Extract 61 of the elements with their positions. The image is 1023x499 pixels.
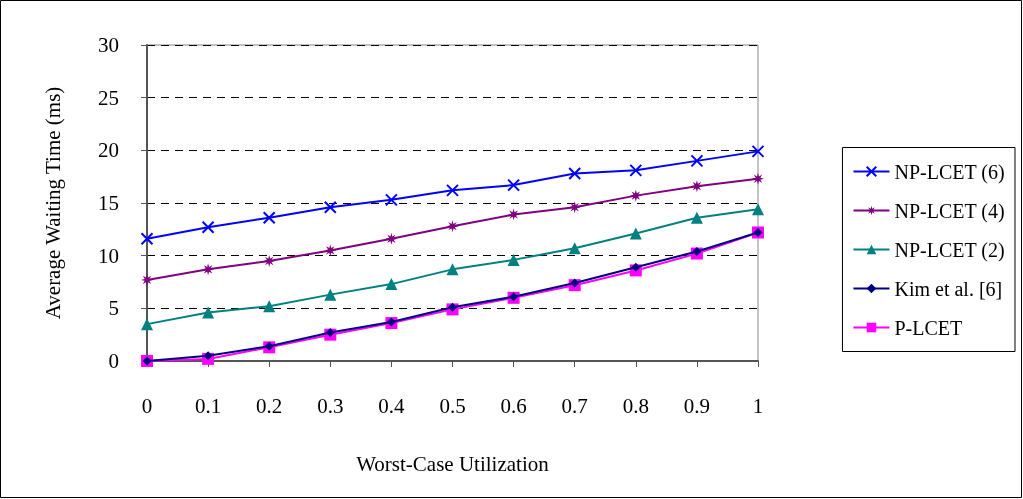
legend-label: NP-LCET (6) — [894, 160, 1005, 184]
point — [448, 302, 457, 312]
point — [324, 244, 337, 257]
point — [507, 178, 521, 192]
y-tick-label: 5 — [108, 296, 119, 321]
point — [324, 288, 337, 301]
point — [568, 167, 582, 181]
point — [570, 278, 580, 288]
point — [202, 263, 215, 276]
y-tick-label: 25 — [98, 85, 119, 110]
point — [202, 306, 215, 319]
x-tick-label: 0.1 — [194, 393, 222, 418]
point — [631, 262, 641, 272]
point — [692, 246, 702, 256]
y-tick-label: 0 — [108, 349, 119, 373]
point — [507, 253, 520, 266]
point — [203, 351, 213, 361]
y-axis-title: Average Waiting Time (ms) — [40, 86, 65, 320]
point — [446, 220, 459, 233]
y-tick-label: 20 — [98, 138, 119, 163]
x-tick-label: 0.4 — [378, 393, 406, 418]
point — [752, 203, 764, 216]
point — [385, 232, 398, 245]
x-tick-label: 0.3 — [317, 393, 344, 418]
point — [262, 211, 276, 225]
point — [141, 318, 153, 331]
point — [568, 242, 581, 255]
x-tick-label: 0.2 — [256, 393, 283, 418]
x-tick-label: 0.7 — [561, 393, 588, 418]
x-tick-label: 0.8 — [622, 393, 649, 418]
legend-label: NP-LCET (4) — [894, 199, 1005, 223]
point — [751, 144, 765, 158]
point — [507, 208, 520, 221]
point — [141, 273, 153, 286]
point — [629, 227, 642, 240]
y-tick-label: 15 — [98, 191, 119, 215]
x-axis-title: Worst-Case Utilization — [356, 451, 550, 476]
point — [201, 220, 215, 234]
x-tick-label: 0.5 — [439, 393, 466, 418]
x-tick-label: 1 — [752, 393, 764, 418]
point — [446, 183, 459, 197]
point — [446, 263, 459, 276]
legend-label: NP-LCET (2) — [894, 238, 1005, 262]
legend-label: P-LCET — [894, 316, 963, 339]
point — [629, 189, 642, 202]
x-tick-label: 0 — [141, 393, 153, 418]
point — [629, 163, 643, 177]
point — [384, 193, 398, 207]
point — [323, 200, 337, 214]
x-tick-label: 0.6 — [500, 393, 527, 418]
x-tick-label: 0.9 — [683, 393, 711, 418]
point — [752, 172, 764, 185]
point — [690, 211, 703, 224]
y-tick-label: 30 — [98, 33, 119, 57]
point — [263, 254, 276, 267]
y-tick-label: 10 — [98, 243, 119, 268]
point — [385, 278, 398, 291]
point — [690, 154, 704, 168]
point — [263, 300, 276, 313]
point — [140, 232, 154, 246]
legend-label: Kim et al. [6] — [894, 277, 1003, 300]
